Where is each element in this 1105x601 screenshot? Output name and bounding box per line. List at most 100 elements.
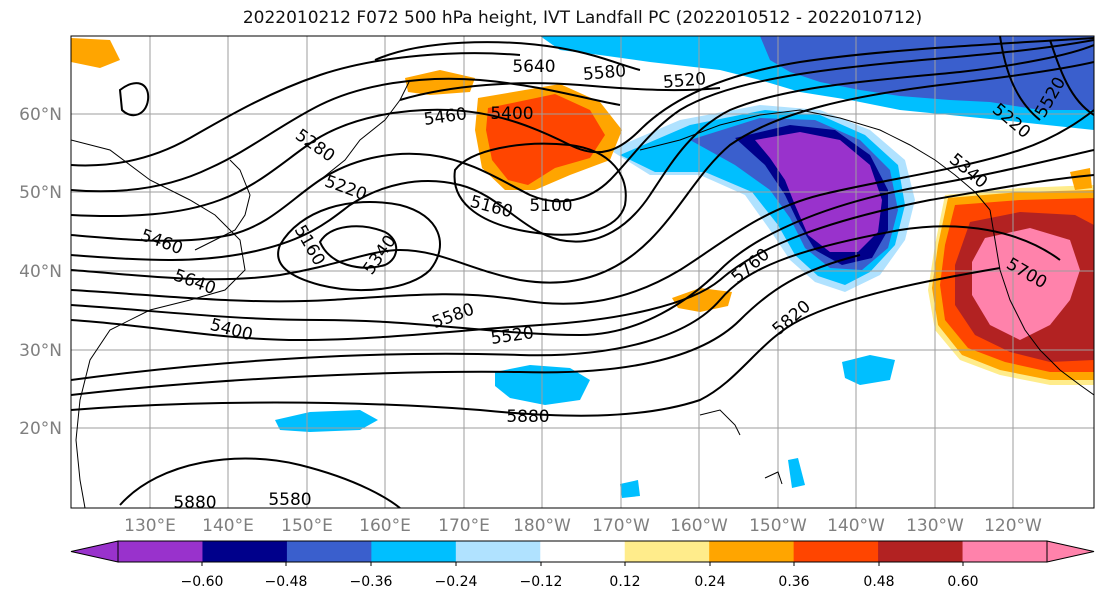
colorbar-segment: [118, 541, 203, 562]
coast-hawaii: [699, 409, 783, 485]
lat-tick-label: 50°N: [19, 183, 62, 203]
lon-tick-label: 150°W: [749, 516, 807, 536]
map-title: 2022010212 F072 500 hPa height, IVT Land…: [242, 8, 923, 28]
coast-asia: [71, 139, 246, 508]
colorbar-segment: [202, 541, 288, 562]
colorbar-extend-min: [70, 540, 119, 563]
lon-tick-label: 140°E: [202, 516, 254, 536]
lat-axis: 60°N 50°N 40°N 30°N 20°N: [19, 105, 62, 439]
coast-japan: [194, 159, 251, 251]
shade-royal-north: [760, 36, 1094, 110]
contour-label: 5100: [529, 196, 572, 216]
colorbar-extend-max: [1046, 540, 1095, 563]
colorbar-segment: [709, 541, 795, 562]
shade-orange-yellowtip: [1070, 168, 1092, 190]
contour-label: 5580: [582, 61, 627, 85]
contour-label: 5160: [468, 192, 515, 223]
contour-label: 5640: [512, 57, 555, 77]
contour-5760: [71, 254, 861, 396]
shade-orange-corner: [71, 38, 120, 68]
colorbar-segment: [540, 541, 626, 562]
lon-tick-label: 120°W: [984, 516, 1042, 536]
contour-5520: [71, 109, 1094, 305]
contour-5160-a: [71, 52, 521, 167]
contour-5820: [71, 267, 1001, 417]
colorbar-segment: [793, 541, 879, 562]
contour-label: 5460: [138, 226, 185, 260]
lat-tick-label: 20°N: [19, 419, 62, 439]
contour-5220-loop: [277, 201, 441, 291]
lon-tick-label: 170°W: [592, 516, 650, 536]
lat-tick-label: 30°N: [19, 341, 62, 361]
colorbar-segment: [286, 541, 372, 562]
contour-label: 5820: [769, 297, 815, 340]
colorbar-tick-label: −0.24: [435, 574, 478, 590]
contour-label: 5520: [489, 323, 535, 349]
contour-small-loop: [118, 82, 150, 117]
colorbar-tick-label: −0.60: [181, 574, 224, 590]
contour-label: 5400: [208, 315, 255, 346]
colorbar-tick-label: −0.48: [265, 574, 308, 590]
colorbar-segment: [962, 541, 1048, 562]
lat-tick-label: 60°N: [19, 105, 62, 125]
contour-5640: [71, 174, 1094, 342]
contour-label: 5220: [322, 172, 369, 206]
contour-5160-loop: [453, 142, 627, 236]
graticule: [71, 36, 1094, 508]
coastlines: [71, 79, 1094, 508]
coast-kamchatka: [319, 79, 411, 181]
contour-label: 5400: [490, 104, 533, 124]
colorbar-tick-label: 0.36: [778, 574, 809, 590]
map-frame: [70, 35, 1095, 509]
contour-label: 5520: [662, 69, 707, 93]
shade-blue-patch-5: [788, 458, 805, 488]
colorbar-segment: [371, 541, 457, 562]
shade-red-nw: [486, 94, 605, 185]
ivt-shading: [71, 36, 1094, 498]
lon-tick-label: 130°W: [906, 516, 964, 536]
contour-ne-2: [1049, 39, 1094, 116]
contour-5100-loop: [318, 225, 398, 269]
shade-orange-mid: [672, 288, 732, 312]
colorbar-tick-label: 0.24: [694, 574, 725, 590]
contour-label: 5880: [173, 493, 216, 513]
contour-5280: [71, 37, 1094, 218]
colorbar-segment: [624, 541, 710, 562]
colorbar-segment: [878, 541, 964, 562]
colorbar-tick-label: −0.12: [520, 574, 563, 590]
contour-5460: [71, 61, 1094, 284]
colorbar-tick-label: 0.48: [863, 574, 894, 590]
colorbar-outline: [117, 540, 1048, 563]
lon-axis: 130°E 140°E 150°E 160°E 170°E 180°W 170°W 160°W…: [124, 516, 1042, 536]
lon-tick-label: 150°E: [281, 516, 333, 536]
colorbar-tick-label: 0.60: [947, 574, 978, 590]
contour-5340: [71, 39, 1094, 242]
colorbar-tick-label: 0.12: [609, 574, 640, 590]
colorbar-segment: [455, 541, 541, 562]
contour-label: 5880: [506, 407, 549, 427]
colorbar: −0.60 −0.48 −0.36 −0.24 −0.12 0.12 0.24 0.36 0.4…: [70, 540, 1095, 590]
lon-tick-label: 140°W: [827, 516, 885, 536]
contour-5580: [71, 149, 1094, 337]
shade-blue-patch-2: [275, 410, 378, 432]
contour-5400: [71, 44, 1094, 261]
contour-ne-1: [999, 36, 1041, 121]
lon-tick-label: 130°E: [124, 516, 176, 536]
contour-upper-ridge-2: [399, 82, 721, 101]
lat-tick-label: 40°N: [19, 262, 62, 282]
contour-label: 5160: [290, 222, 329, 269]
height-contours: [71, 36, 1094, 508]
shade-blue-patch-3: [842, 355, 895, 385]
colorbar-tick-label: −0.36: [350, 574, 393, 590]
coast-na-west: [989, 209, 1094, 396]
contour-5220: [71, 77, 621, 193]
contour-5880-low: [119, 457, 401, 508]
coast-alaska: [639, 109, 991, 211]
contour-5700: [71, 225, 1061, 381]
lon-tick-label: 180°W: [513, 516, 571, 536]
lon-tick-label: 170°E: [438, 516, 490, 536]
shade-blue-patch-4: [620, 480, 640, 498]
lon-tick-label: 160°E: [359, 516, 411, 536]
contour-label: 5580: [268, 490, 311, 510]
